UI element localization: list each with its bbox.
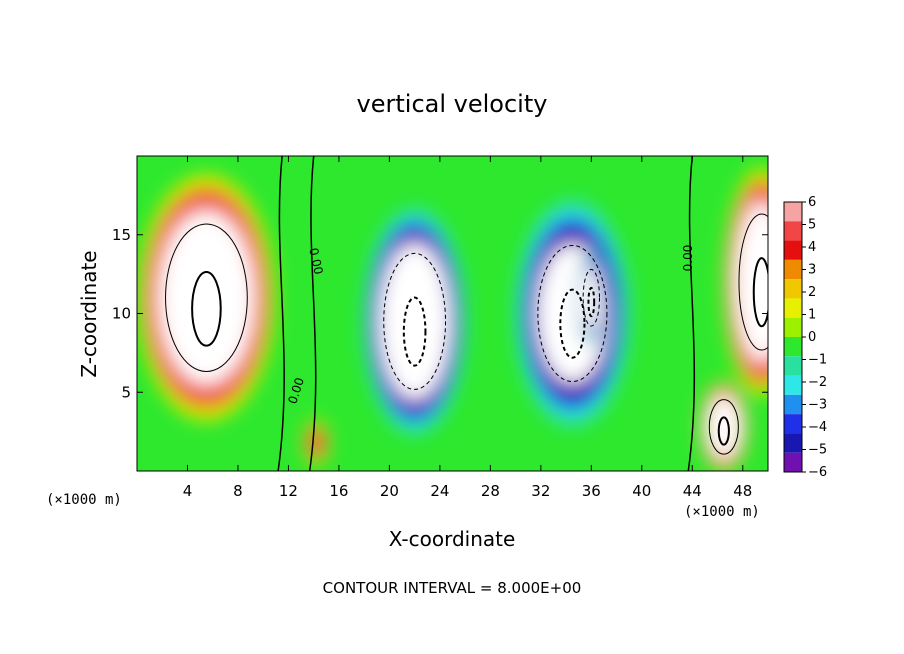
field-band-6-10 [585,277,598,319]
contour-inner-6 [587,286,596,318]
x-tick-label-2: 12 [279,482,298,500]
colorbar-swatch-10 [784,394,802,415]
colorbar-swatch-3 [784,259,802,280]
y-tick-label-0: 5 [121,383,131,401]
field-band-4-10 [392,271,438,371]
chart-title: vertical velocity [357,90,548,118]
contour-inner-2 [717,416,730,446]
contour-inner-0 [191,270,222,347]
contour-5 [537,244,608,383]
contour-inner-5 [559,288,586,359]
x-unit-left: (×1000 m) [46,492,122,508]
zero-contour-2 [687,156,696,471]
field-band-1-10 [745,232,768,332]
contour-0 [165,223,248,372]
colorbar-label-9: −3 [808,398,827,413]
colorbar-label-5: 1 [808,308,816,323]
colorbar-swatch-13 [784,452,802,472]
colorbar-label-8: −2 [808,375,827,390]
plot-area [137,156,768,471]
field-band-2-10 [713,407,735,447]
x-tick-label-6: 28 [481,482,500,500]
x-tick-label-7: 32 [531,482,550,500]
colorbar-swatch-11 [784,414,802,434]
x-tick-label-5: 24 [430,482,449,500]
x-tick-label-0: 4 [183,482,193,500]
contour-interval-footer: CONTOUR INTERVAL = 8.000E+00 [323,579,582,597]
colorbar-swatch-1 [784,221,802,241]
y-axis: 5 10 15 [112,226,768,401]
y-tick-label-2: 15 [112,226,131,244]
colorbar-label-11: −5 [808,443,827,458]
contour-label-1: 0.00 [306,247,325,276]
colorbar-label-1: 5 [808,218,816,233]
colorbar-swatch-7 [784,337,802,357]
y-tick-label-1: 10 [112,305,131,323]
x-axis: 4 8 12 16 20 24 28 32 36 40 44 48 [183,156,752,500]
x-tick-label-10: 44 [683,482,702,500]
velocity-field [138,168,768,471]
colorbar: 6 5 4 3 2 1 0 −1 −2 −3 −4 −5 −6 [783,195,827,480]
colorbar-swatch-5 [784,298,802,318]
contour-inner-4 [402,296,427,367]
contour-6 [582,268,600,327]
colorbar-swatch-8 [784,356,802,376]
contour-4 [383,252,447,390]
colorbar-label-2: 4 [808,240,816,255]
colorbar-swatch-12 [784,433,802,453]
colorbar-label-3: 3 [808,263,816,278]
field-band-0-10 [176,244,237,352]
colorbar-swatch-6 [784,317,802,337]
x-tick-label-4: 20 [380,482,399,500]
colorbar-swatch-9 [784,375,802,395]
x-tick-label-3: 16 [329,482,348,500]
zero-contour-1 [308,156,317,471]
x-axis-label: X-coordinate [389,527,516,551]
contour-label-3: 0.00 [681,245,695,272]
colorbar-label-7: −1 [808,353,827,368]
colorbar-label-12: −6 [808,465,827,480]
x-tick-label-1: 8 [233,482,243,500]
contour-1 [738,213,768,351]
colorbar-swatch-2 [784,240,802,260]
zero-contour-0 [277,156,285,471]
x-unit-right: (×1000 m) [684,504,760,520]
contour-lines [165,156,768,471]
colorbar-swatch-4 [784,279,802,299]
colorbar-label-6: 0 [808,330,816,345]
contour-2 [708,399,739,455]
colorbar-label-4: 2 [808,285,816,300]
x-tick-label-9: 40 [632,482,651,500]
contour-inner-1 [752,257,768,328]
colorbar-swatch-0 [784,202,802,222]
colorbar-label-10: −4 [808,420,827,435]
colorbar-label-0: 6 [808,195,816,210]
x-tick-label-8: 36 [582,482,601,500]
x-tick-label-11: 48 [733,482,752,500]
y-axis-label: Z-coordinate [77,250,101,377]
